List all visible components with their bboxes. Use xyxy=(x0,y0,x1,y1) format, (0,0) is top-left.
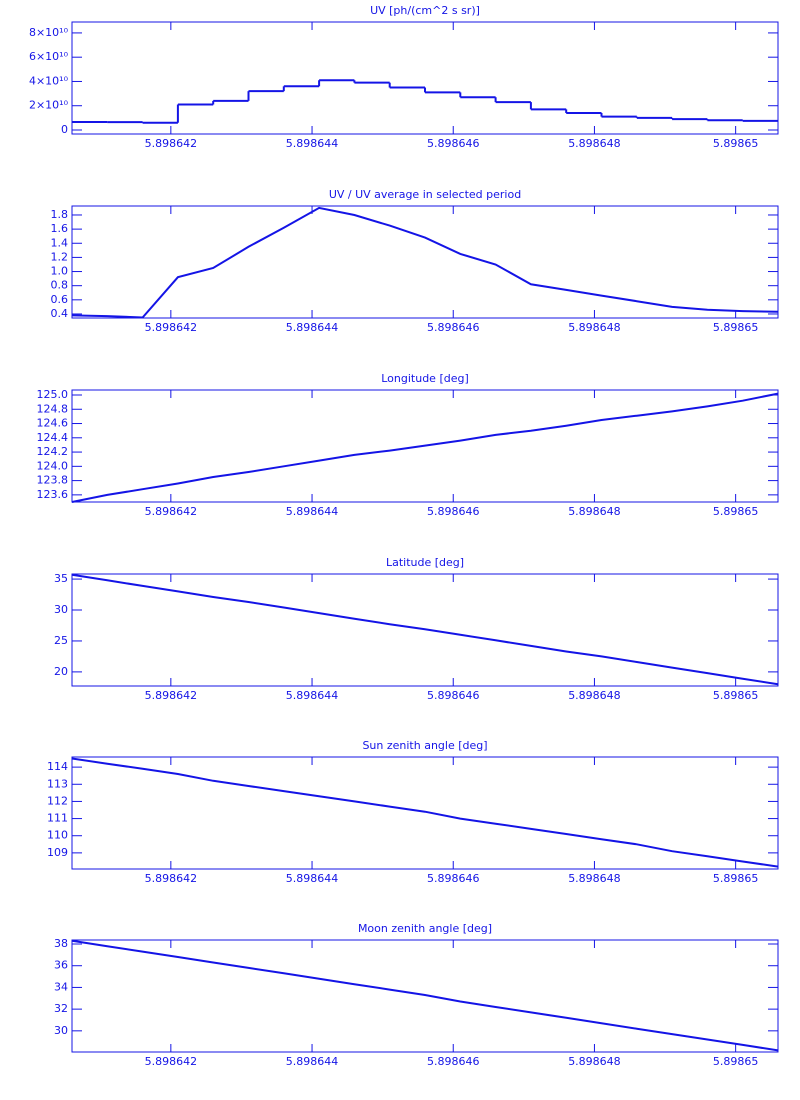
y-tick-label: 113 xyxy=(47,777,68,790)
x-tick-label: 5.898648 xyxy=(568,321,621,334)
x-tick-label: 5.898642 xyxy=(145,321,198,334)
y-tick-label: 4×10¹⁰ xyxy=(29,74,69,87)
panel-title: UV / UV average in selected period xyxy=(329,188,521,201)
x-tick-label: 5.898646 xyxy=(427,505,480,518)
data-line xyxy=(71,392,779,503)
y-tick-label: 1.2 xyxy=(51,250,69,263)
y-tick-label: 6×10¹⁰ xyxy=(29,50,69,63)
y-tick-label: 0.4 xyxy=(51,307,69,320)
data-line xyxy=(71,573,779,686)
plot-frame xyxy=(71,205,779,319)
plot-frame xyxy=(71,939,779,1053)
y-tick-label: 30 xyxy=(54,1024,68,1037)
y-tick-label: 0.6 xyxy=(51,293,69,306)
y-tick-label: 1.6 xyxy=(51,222,69,235)
y-tick-label: 0 xyxy=(61,123,68,136)
data-line xyxy=(71,757,779,868)
y-tick-label: 124.6 xyxy=(37,417,69,430)
plot-frame xyxy=(71,21,779,135)
y-tick-label: 109 xyxy=(47,846,68,859)
y-tick-label: 112 xyxy=(47,794,68,807)
x-tick-label: 5.898646 xyxy=(427,321,480,334)
x-tick-label: 5.898646 xyxy=(427,137,480,150)
panel-title: Moon zenith angle [deg] xyxy=(358,922,492,935)
x-tick-label: 5.898642 xyxy=(145,505,198,518)
x-tick-label: 5.898644 xyxy=(286,1055,339,1068)
panel-title: Sun zenith angle [deg] xyxy=(362,739,487,752)
x-tick-label: 5.898642 xyxy=(145,872,198,885)
x-tick-label: 5.898646 xyxy=(427,689,480,702)
y-tick-label: 36 xyxy=(54,959,68,972)
y-tick-label: 1.4 xyxy=(51,236,69,249)
x-tick-label: 5.89865 xyxy=(713,1055,759,1068)
y-tick-label: 20 xyxy=(54,665,68,678)
y-tick-label: 123.6 xyxy=(37,488,69,501)
y-tick-label: 123.8 xyxy=(37,474,69,487)
x-tick-label: 5.898644 xyxy=(286,321,339,334)
y-tick-label: 1.8 xyxy=(51,208,69,221)
y-tick-label: 8×10¹⁰ xyxy=(29,26,69,39)
y-tick-label: 125.0 xyxy=(37,388,69,401)
x-tick-label: 5.898642 xyxy=(145,689,198,702)
y-tick-label: 124.0 xyxy=(37,459,69,472)
y-tick-label: 124.2 xyxy=(37,445,69,458)
x-tick-label: 5.898644 xyxy=(286,505,339,518)
panel-title: Latitude [deg] xyxy=(386,556,464,569)
x-tick-label: 5.89865 xyxy=(713,137,759,150)
x-tick-label: 5.89865 xyxy=(713,321,759,334)
y-tick-label: 1.0 xyxy=(51,265,69,278)
x-tick-label: 5.89865 xyxy=(713,872,759,885)
y-tick-label: 114 xyxy=(47,760,68,773)
y-tick-label: 38 xyxy=(54,937,68,950)
x-tick-label: 5.898648 xyxy=(568,505,621,518)
y-tick-label: 110 xyxy=(47,829,68,842)
panel-title: Longitude [deg] xyxy=(381,372,469,385)
data-line xyxy=(71,939,779,1052)
plot-frame xyxy=(71,389,779,503)
x-tick-label: 5.898648 xyxy=(568,1055,621,1068)
y-tick-label: 30 xyxy=(54,603,68,616)
y-tick-label: 124.8 xyxy=(37,402,69,415)
x-tick-label: 5.89865 xyxy=(713,505,759,518)
x-tick-label: 5.898648 xyxy=(568,872,621,885)
y-tick-label: 111 xyxy=(47,812,68,825)
y-tick-label: 32 xyxy=(54,1002,68,1015)
y-tick-label: 25 xyxy=(54,634,68,647)
y-tick-label: 0.8 xyxy=(51,279,69,292)
x-tick-label: 5.898648 xyxy=(568,689,621,702)
x-tick-label: 5.898644 xyxy=(286,872,339,885)
x-tick-label: 5.898648 xyxy=(568,137,621,150)
x-tick-label: 5.89865 xyxy=(713,689,759,702)
x-tick-label: 5.898644 xyxy=(286,689,339,702)
x-tick-label: 5.898642 xyxy=(145,1055,198,1068)
plot-frame xyxy=(71,756,779,870)
y-tick-label: 35 xyxy=(54,572,68,585)
y-tick-label: 34 xyxy=(54,980,68,993)
y-tick-label: 124.4 xyxy=(37,431,69,444)
x-tick-label: 5.898642 xyxy=(145,137,198,150)
plot-frame xyxy=(71,573,779,687)
y-tick-label: 2×10¹⁰ xyxy=(29,99,69,112)
panel-title: UV [ph/(cm^2 s sr)] xyxy=(370,4,480,17)
x-tick-label: 5.898646 xyxy=(427,1055,480,1068)
x-tick-label: 5.898644 xyxy=(286,137,339,150)
x-tick-label: 5.898646 xyxy=(427,872,480,885)
data-line xyxy=(71,206,779,319)
